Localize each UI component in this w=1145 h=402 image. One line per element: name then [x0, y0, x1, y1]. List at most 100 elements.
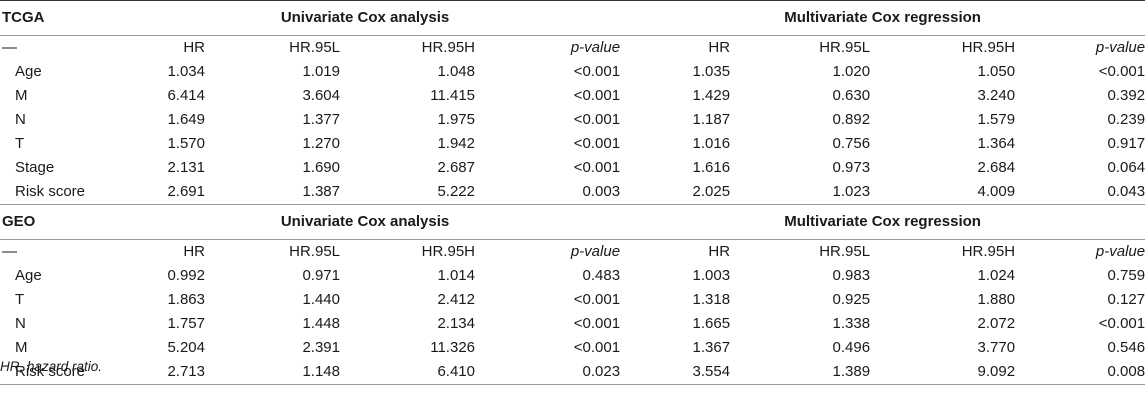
table-cell: 3.770 — [977, 339, 1016, 356]
table-cell: 1.942 — [437, 135, 475, 152]
table-cell: 1.690 — [302, 159, 340, 176]
variable-label: Risk score — [15, 183, 86, 200]
table-cell: 1.757 — [167, 315, 205, 332]
table-cell: 1.019 — [302, 63, 340, 80]
table-cell: 2.691 — [167, 183, 205, 200]
table-cell: <0.001 — [573, 159, 621, 176]
table-cell: <0.001 — [573, 135, 621, 152]
table-cell: 1.364 — [977, 135, 1016, 152]
group-label-multivariate: Multivariate Cox regression — [620, 0, 1145, 36]
table-cell: 2.713 — [110, 360, 205, 385]
table-cell: 0.546 — [1107, 339, 1145, 356]
cox-analysis-table: TCGA Univariate Cox analysis Multivariate … — [0, 0, 1145, 385]
table-row: M 6.414 3.604 11.415 <0.001 1.429 0.630 3.240 0.… — [0, 84, 1145, 108]
table-cell: 1.050 — [977, 63, 1016, 80]
table-cell: <0.001 — [1098, 315, 1145, 332]
table-cell: 6.414 — [167, 87, 205, 104]
table-cell: 2.025 — [692, 183, 731, 200]
table-cell: 1.014 — [437, 267, 475, 284]
table-cell: 0.483 — [582, 267, 621, 284]
table-cell: 1.024 — [977, 267, 1016, 284]
column-header: HR.95L — [730, 35, 871, 60]
table-cell: 1.318 — [692, 291, 731, 308]
section-header-row: TCGA Univariate Cox analysis Multivariate … — [0, 0, 1145, 36]
table-cell: 11.415 — [430, 87, 475, 104]
column-header-row: — HR HR.95L HR.95H p-value HR HR.95L HR.95H p-va… — [0, 35, 1145, 60]
table-cell: 0.630 — [832, 87, 871, 104]
table-cell: <0.001 — [573, 339, 621, 356]
table-cell: 1.440 — [302, 291, 340, 308]
column-header: HR.95H — [340, 35, 475, 60]
table-row: T 1.570 1.270 1.942 <0.001 1.016 0.756 1.364 0.9… — [0, 132, 1145, 156]
column-header: HR.95L — [730, 239, 871, 264]
table-cell: 1.187 — [692, 111, 731, 128]
section-name: TCGA — [0, 0, 110, 36]
variable-label: Age — [15, 267, 42, 284]
table-cell: 0.756 — [832, 135, 871, 152]
table-cell: 1.020 — [832, 63, 871, 80]
column-header: p-value — [475, 239, 621, 264]
table-cell: 0.892 — [832, 111, 871, 128]
table-cell: 1.048 — [437, 63, 475, 80]
table-footnote: HR, hazard ratio. — [0, 359, 103, 374]
table-cell: 0.239 — [1107, 111, 1145, 128]
variable-label: T — [15, 135, 25, 152]
table-cell: 0.759 — [1107, 267, 1145, 284]
table-cell: 1.880 — [977, 291, 1016, 308]
table-row: Age 0.992 0.971 1.014 0.483 1.003 0.983 1.024 0.… — [0, 264, 1145, 288]
column-header: HR.95L — [205, 35, 340, 60]
table-cell: <0.001 — [573, 315, 621, 332]
table-cell: <0.001 — [573, 111, 621, 128]
table-cell: 1.148 — [205, 360, 340, 385]
table-cell: <0.001 — [573, 291, 621, 308]
table-cell: 1.387 — [302, 183, 340, 200]
group-label-univariate: Univariate Cox analysis — [110, 204, 621, 240]
table-cell: 1.034 — [167, 63, 205, 80]
variable-label: M — [15, 339, 28, 356]
table-cell: 1.975 — [437, 111, 475, 128]
table-cell: 3.554 — [620, 360, 731, 385]
table-cell: 0.925 — [832, 291, 871, 308]
table-cell: 5.222 — [437, 183, 475, 200]
table-cell: 0.917 — [1107, 135, 1145, 152]
group-label-univariate: Univariate Cox analysis — [110, 0, 621, 36]
table-cell: <0.001 — [573, 87, 621, 104]
table-cell: 0.971 — [302, 267, 340, 284]
table-row: M 5.204 2.391 11.326 <0.001 1.367 0.496 3.770 0.… — [0, 336, 1145, 360]
table-row: Risk score 2.691 1.387 5.222 0.003 2.025 1.023… — [0, 180, 1145, 205]
table-cell: 2.412 — [437, 291, 475, 308]
table-row: Risk score 2.713 1.148 6.410 0.023 3.554 1.389… — [0, 360, 1145, 385]
variable-label: Stage — [15, 159, 55, 176]
header-dash: — — [0, 239, 110, 264]
table-cell: 0.008 — [1015, 360, 1145, 385]
table-cell: 1.377 — [302, 111, 340, 128]
column-header: HR.95H — [870, 239, 1016, 264]
table-cell: <0.001 — [573, 63, 621, 80]
table-cell: 5.204 — [167, 339, 205, 356]
table-cell: 2.391 — [302, 339, 340, 356]
table-cell: 11.326 — [430, 339, 475, 356]
table-row: N 1.649 1.377 1.975 <0.001 1.187 0.892 1.579 0.2… — [0, 108, 1145, 132]
table-cell: 1.665 — [692, 315, 731, 332]
table-cell: 1.616 — [692, 159, 731, 176]
column-header: HR — [620, 239, 731, 264]
variable-label: T — [15, 291, 25, 308]
variable-label: Risk score — [0, 360, 110, 385]
table-cell: 0.043 — [1107, 183, 1145, 200]
table-cell: 2.687 — [437, 159, 475, 176]
table-cell: 3.240 — [977, 87, 1016, 104]
variable-label: N — [15, 111, 26, 128]
column-header: p-value — [1015, 35, 1145, 60]
column-header: HR.95H — [870, 35, 1016, 60]
table-cell: 1.429 — [692, 87, 731, 104]
table-cell: 0.003 — [582, 183, 621, 200]
table-cell: 2.131 — [167, 159, 205, 176]
table-cell: 0.973 — [832, 159, 871, 176]
table-cell: 2.684 — [977, 159, 1016, 176]
table-row: Stage 2.131 1.690 2.687 <0.001 1.616 0.973 2.68… — [0, 156, 1145, 180]
table-cell: 0.023 — [475, 360, 621, 385]
table-cell: 6.410 — [340, 360, 475, 385]
column-header: HR.95L — [205, 239, 340, 264]
table-cell: 1.649 — [167, 111, 205, 128]
